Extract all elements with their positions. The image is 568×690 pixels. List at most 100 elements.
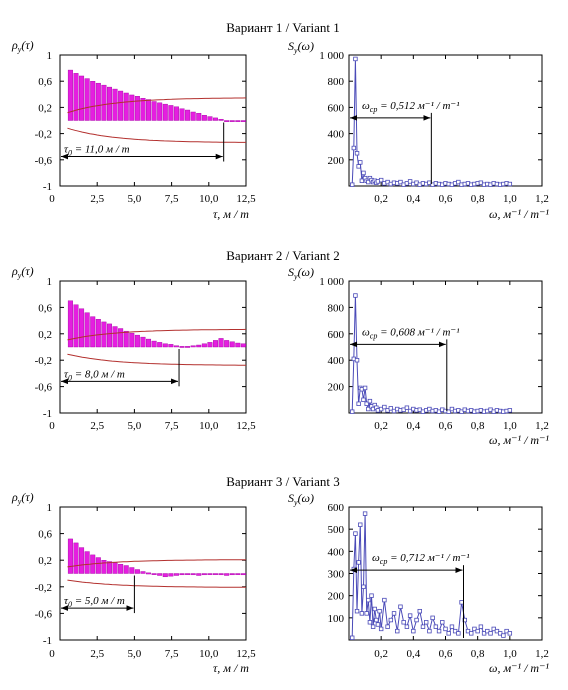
acf-xtick-label: 7,5 (165, 193, 179, 205)
spectrum-ytick-label: 200 (328, 155, 345, 167)
acf-xtick-label: 5,0 (128, 420, 142, 432)
acf-ytick-label: 0,6 (38, 76, 52, 88)
acf-bar (123, 92, 129, 121)
spectrum-ytick-label: 400 (328, 129, 345, 141)
acf-ytick-label: -1 (43, 635, 52, 647)
acf-xtick-label: 7,5 (165, 420, 179, 432)
acf-bar (162, 573, 168, 578)
spectrum-point (354, 151, 360, 156)
spectrum-point (407, 179, 413, 184)
spectrum-point (361, 397, 366, 402)
spectrum-xtick-label: 0,6 (439, 648, 453, 660)
acf-ytick-label: -0,6 (35, 155, 53, 167)
acf-bar (134, 96, 140, 121)
acf-lower-bound-line (67, 579, 246, 588)
acf-bar (106, 561, 112, 574)
acf-bar (73, 73, 79, 121)
acf-bar (123, 565, 129, 574)
spectrum-point (494, 628, 500, 634)
acf-bar (207, 573, 213, 575)
spectrum-point (401, 620, 406, 625)
spectrum-point (395, 628, 400, 634)
acf-xtick-label: 7,5 (165, 648, 179, 660)
spectrum-point (417, 608, 422, 614)
spectrum-xtick-label: 0,4 (406, 420, 420, 432)
spectrum-line (351, 295, 510, 413)
acf-ytick-label: -0,6 (35, 608, 53, 620)
acf-bar (118, 328, 124, 348)
spectrum-x-axis-label: ω, м⁻¹ / m⁻¹ (489, 661, 549, 675)
acf-bar (95, 557, 101, 574)
acf-bar (157, 342, 163, 348)
spectrum-point (497, 631, 503, 636)
acf-bar (79, 308, 85, 348)
acf-bar (157, 102, 163, 121)
acf-bar (146, 572, 152, 575)
spectrum-ytick-label: 800 (328, 76, 345, 88)
acf-bar (129, 332, 135, 348)
spectrum-point (433, 624, 439, 629)
acf-bar (196, 344, 202, 348)
spectrum-ytick-label: 600 (328, 102, 345, 114)
spectrum-point (354, 608, 360, 614)
acf-bar (168, 344, 174, 348)
acf-bar (196, 113, 202, 121)
spectrum-point (359, 178, 365, 183)
spectrum-point (456, 631, 461, 636)
spectrum-point (459, 600, 464, 605)
acf-bar (146, 99, 152, 121)
acf-bar (213, 340, 218, 348)
acf-bar (101, 560, 107, 574)
spectrum-point (385, 624, 390, 629)
panel-3-title: Вариант 3 / Variant 3 (226, 474, 339, 489)
acf-bar (67, 300, 73, 348)
spectrum-point (481, 631, 487, 636)
acf-bar (235, 120, 241, 122)
acf-bar (240, 120, 246, 122)
spectrum-point (353, 293, 358, 298)
spectrum-plot-2: 1 000 800 600 400 200 0,2 0,4 0,6 0,8 1,0 1,2 ωср =… (288, 265, 549, 447)
omega-label: ωср = 0,608 м⁻¹ / m⁻¹ (362, 326, 460, 340)
acf-bar (190, 111, 196, 121)
spectrum-ytick-label: 200 (328, 591, 345, 603)
acf-bar (84, 312, 90, 348)
panel-1-title: Вариант 1 / Variant 1 (226, 20, 339, 35)
tau0-label: τ0 = 11,0 м / m (64, 144, 130, 158)
acf-bar (162, 103, 168, 121)
spectrum-point (354, 357, 360, 363)
spectrum-point (388, 617, 394, 623)
acf-xtick-label: 2,5 (90, 420, 104, 432)
acf-xtick-label: 10,0 (199, 193, 219, 205)
spectrum-point (430, 615, 435, 621)
spectrum-point (359, 611, 365, 616)
acf-ytick-label: -1 (43, 408, 52, 420)
spectrum-y-axis-label: Sy(ω) (288, 39, 314, 55)
acf-bar (168, 105, 174, 121)
acf-bar (240, 343, 246, 348)
acf-xtick-label: 2,5 (90, 193, 104, 205)
acf-x-axis-label: τ, м / m (213, 661, 249, 675)
spectrum-point (353, 56, 358, 62)
acf-bar (235, 573, 241, 575)
spectrum-point (507, 631, 513, 636)
acf-bar (146, 338, 152, 348)
acf-bar (229, 120, 235, 122)
acf-bar (179, 346, 185, 348)
acf-bar (84, 551, 90, 574)
acf-bar (201, 343, 207, 348)
spectrum-point (358, 522, 363, 527)
spectrum-point (446, 631, 451, 636)
tau0-label: τ0 = 5,0 м / m (64, 595, 125, 609)
acf-ytick-label: -0,2 (35, 355, 52, 367)
spectrum-xtick-label: 1,0 (503, 420, 517, 432)
acf-bar (118, 90, 124, 121)
spectrum-point (351, 145, 357, 151)
acf-bar (73, 304, 79, 348)
acf-ytick-label: -1 (43, 181, 52, 193)
spectrum-point (353, 531, 358, 536)
acf-ytick-label: -0,2 (35, 129, 52, 141)
spectrum-point (472, 626, 477, 632)
spectrum-point (361, 170, 366, 176)
acf-bar (157, 573, 163, 576)
acf-bar (173, 345, 179, 348)
